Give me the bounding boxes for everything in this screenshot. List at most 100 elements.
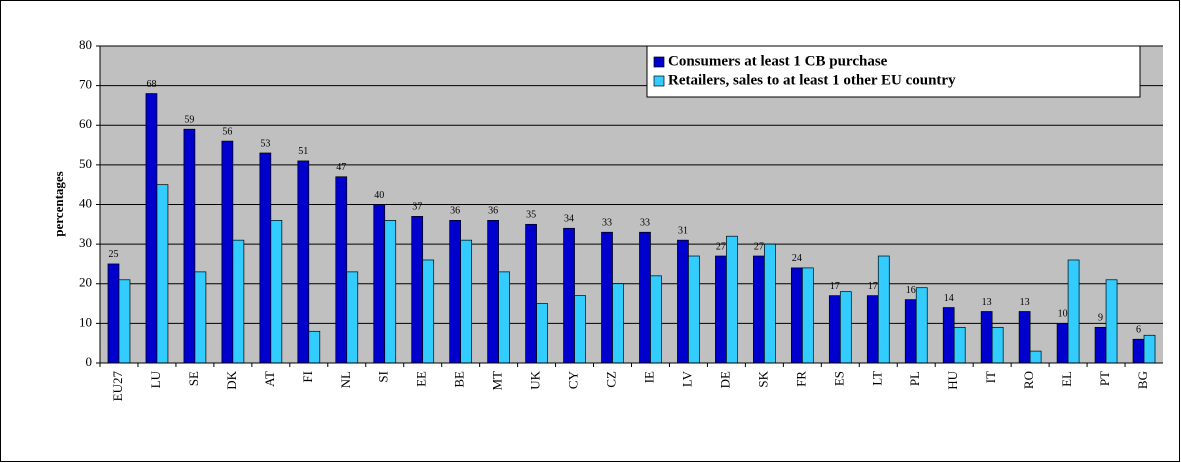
bar (536, 303, 548, 364)
x-tick-label: EU27 (110, 371, 125, 402)
data-label: 35 (526, 210, 536, 221)
data-label: 24 (792, 253, 802, 264)
data-label: 16 (906, 285, 916, 296)
bar (308, 330, 321, 364)
y-tick-label: 70 (79, 77, 92, 92)
bar (1094, 326, 1107, 364)
data-label: 47 (336, 162, 346, 173)
bar (411, 216, 424, 364)
bar (1018, 311, 1031, 364)
x-tick-label: CZ (604, 371, 619, 388)
bar (384, 220, 397, 364)
y-tick-label: 40 (79, 195, 92, 210)
legend-swatch (653, 56, 665, 68)
x-tick-label: EL (1059, 371, 1074, 387)
data-label: 17 (868, 281, 878, 292)
bar (259, 152, 272, 364)
bar (764, 243, 776, 364)
x-tick-label: BE (452, 371, 467, 388)
bar (1143, 334, 1156, 364)
y-tick-label: 50 (79, 156, 92, 171)
bar (942, 307, 955, 364)
legend-label: Retailers, sales to at least 1 other EU … (668, 72, 956, 88)
y-tick-label: 0 (86, 354, 93, 369)
bar (953, 326, 966, 364)
x-tick-label: UK (528, 370, 543, 389)
bar (828, 295, 841, 364)
bar (156, 184, 169, 364)
x-tick-label: LU (148, 370, 163, 388)
x-tick-label: SE (186, 371, 201, 386)
y-tick-label: 10 (79, 314, 92, 329)
bar (639, 231, 651, 364)
legend-label: Consumers at least 1 CB purchase (668, 53, 888, 69)
data-label: 10 (1058, 309, 1068, 320)
bar (221, 140, 234, 364)
y-tick-label: 60 (79, 116, 92, 131)
bar (118, 279, 131, 364)
y-tick-label: 80 (79, 37, 92, 52)
bar (297, 160, 310, 364)
bar (563, 227, 575, 364)
data-label: 68 (146, 79, 156, 90)
x-tick-label: FI (300, 371, 315, 383)
x-tick-label: IT (983, 371, 998, 383)
y-axis-label: percentages (51, 171, 66, 236)
bar (460, 239, 473, 364)
bar (232, 239, 245, 364)
bar (601, 231, 613, 364)
bar (612, 283, 624, 364)
bar (487, 220, 499, 364)
x-tick-label: ES (831, 371, 846, 386)
bar (915, 287, 928, 364)
x-tick-label: NL (338, 371, 353, 388)
x-tick-label: HU (945, 370, 960, 389)
bar (574, 295, 586, 364)
data-label: 25 (108, 249, 118, 260)
bar (1067, 259, 1080, 364)
bar (1056, 323, 1069, 364)
data-label: 27 (716, 241, 726, 252)
x-tick-label: CY (566, 370, 581, 389)
data-label: 13 (982, 297, 992, 308)
bar (422, 259, 435, 364)
bar (335, 176, 348, 364)
bar (877, 255, 890, 364)
bar (839, 291, 852, 364)
x-tick-label: DE (717, 371, 732, 388)
bar (904, 299, 917, 364)
x-tick-label: LV (679, 370, 694, 387)
bar (107, 263, 120, 364)
x-tick-label: MT (490, 371, 505, 391)
data-label: 59 (184, 115, 194, 126)
x-tick-label: LT (869, 371, 884, 386)
bar (525, 223, 537, 364)
data-label: 33 (602, 218, 612, 229)
bar (194, 271, 207, 364)
bar (980, 311, 993, 364)
data-label: 56 (222, 126, 232, 137)
x-tick-label: IE (641, 371, 656, 383)
bar (270, 220, 283, 364)
bar (726, 235, 738, 364)
bar (790, 267, 803, 364)
data-label: 13 (1020, 297, 1030, 308)
data-label: 40 (374, 190, 384, 201)
data-label: 53 (260, 138, 270, 149)
data-label: 36 (488, 206, 498, 217)
bar (677, 239, 689, 364)
bar (145, 93, 158, 364)
data-label: 33 (640, 218, 650, 229)
x-tick-label: DK (224, 370, 239, 389)
data-label: 6 (1136, 325, 1141, 336)
data-label: 14 (944, 293, 954, 304)
bar (373, 204, 386, 364)
bar (991, 326, 1004, 364)
bar (688, 255, 700, 364)
data-label: 17 (830, 281, 840, 292)
bar (801, 267, 814, 364)
x-tick-label: SI (376, 371, 391, 383)
data-label: 34 (564, 214, 574, 225)
legend-box (646, 45, 1141, 98)
